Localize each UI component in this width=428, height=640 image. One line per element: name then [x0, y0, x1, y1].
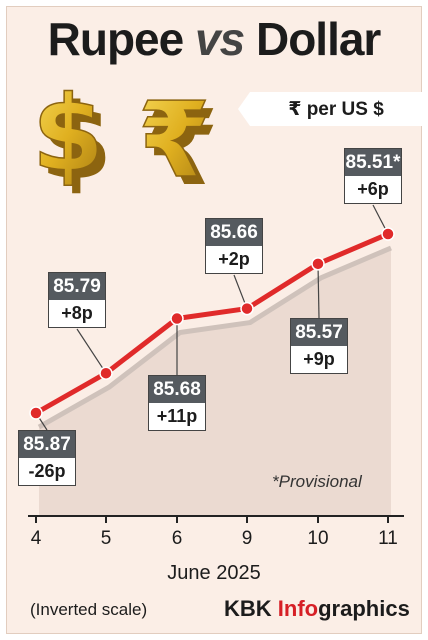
svg-text:$: $ — [40, 81, 112, 203]
data-label-value: 85.87 — [19, 431, 75, 458]
data-label-value: 85.51* — [345, 149, 401, 176]
svg-text:$: $ — [32, 73, 104, 195]
chart-title: Rupee vs Dollar — [47, 13, 382, 65]
data-label: 85.57 +9p — [290, 318, 348, 374]
x-tick-label: 4 — [31, 528, 42, 549]
data-label-value: 85.68 — [149, 376, 205, 403]
data-point — [170, 311, 184, 326]
data-label: 85.79 +8p — [48, 272, 106, 328]
data-label-change: +11p — [149, 403, 205, 430]
x-tick-label: 5 — [101, 528, 112, 549]
data-point — [240, 301, 254, 316]
data-label: 85.68 +11p — [148, 375, 206, 431]
data-label: 85.51* +6p — [344, 148, 402, 204]
x-tick-label: 6 — [172, 528, 183, 549]
x-tick-label: 10 — [307, 528, 328, 549]
area-under-line — [39, 248, 391, 516]
x-axis-label: June 2025 — [167, 562, 261, 584]
leader-line — [76, 328, 107, 374]
data-point — [29, 406, 43, 420]
data-label: 85.87 -26p — [18, 430, 76, 486]
x-tick-label: 11 — [378, 528, 398, 549]
data-label-change: +2p — [206, 246, 262, 273]
data-label: 85.66 +2p — [205, 218, 263, 274]
footnote-provisional: *Provisional — [272, 472, 362, 491]
credit-logo: KBK Infographics — [224, 596, 410, 621]
unit-label: ₹ per US $ — [238, 92, 422, 126]
svg-text:₹: ₹ — [146, 87, 218, 209]
data-label-change: -26p — [19, 458, 75, 485]
data-point — [99, 366, 113, 380]
data-label-value: 85.79 — [49, 273, 105, 300]
scale-note: (Inverted scale) — [30, 600, 148, 619]
line-shadow — [37, 245, 392, 430]
data-label-change: +8p — [49, 300, 105, 327]
dollar-sign-3d-icon: $ $ — [31, 72, 112, 203]
svg-text:₹: ₹ — [138, 79, 210, 201]
series-line — [34, 231, 389, 416]
x-tick-label: 9 — [242, 528, 253, 549]
data-point — [311, 257, 325, 271]
data-label-change: +9p — [291, 346, 347, 373]
data-label-change: +6p — [345, 176, 401, 203]
rupee-sign-3d-icon: ₹ ₹ — [137, 78, 218, 209]
data-point — [381, 227, 395, 241]
data-label-value: 85.66 — [206, 219, 262, 246]
leader-line — [317, 263, 320, 319]
data-label-value: 85.57 — [291, 319, 347, 346]
